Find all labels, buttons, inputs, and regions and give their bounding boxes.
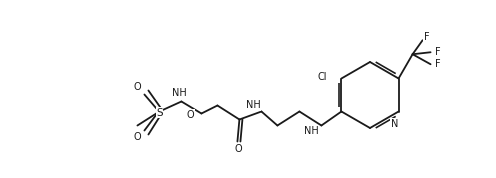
Text: NH: NH	[304, 127, 319, 137]
Text: NH: NH	[172, 88, 187, 98]
Text: F: F	[424, 32, 430, 42]
Text: Cl: Cl	[318, 72, 327, 82]
Text: F: F	[435, 59, 440, 69]
Text: F: F	[435, 47, 440, 57]
Text: N: N	[391, 119, 398, 129]
Text: NH: NH	[246, 101, 261, 111]
Text: O: O	[187, 109, 194, 119]
Text: O: O	[133, 132, 141, 143]
Text: O: O	[235, 143, 242, 153]
Text: O: O	[133, 82, 141, 93]
Text: S: S	[156, 108, 163, 117]
